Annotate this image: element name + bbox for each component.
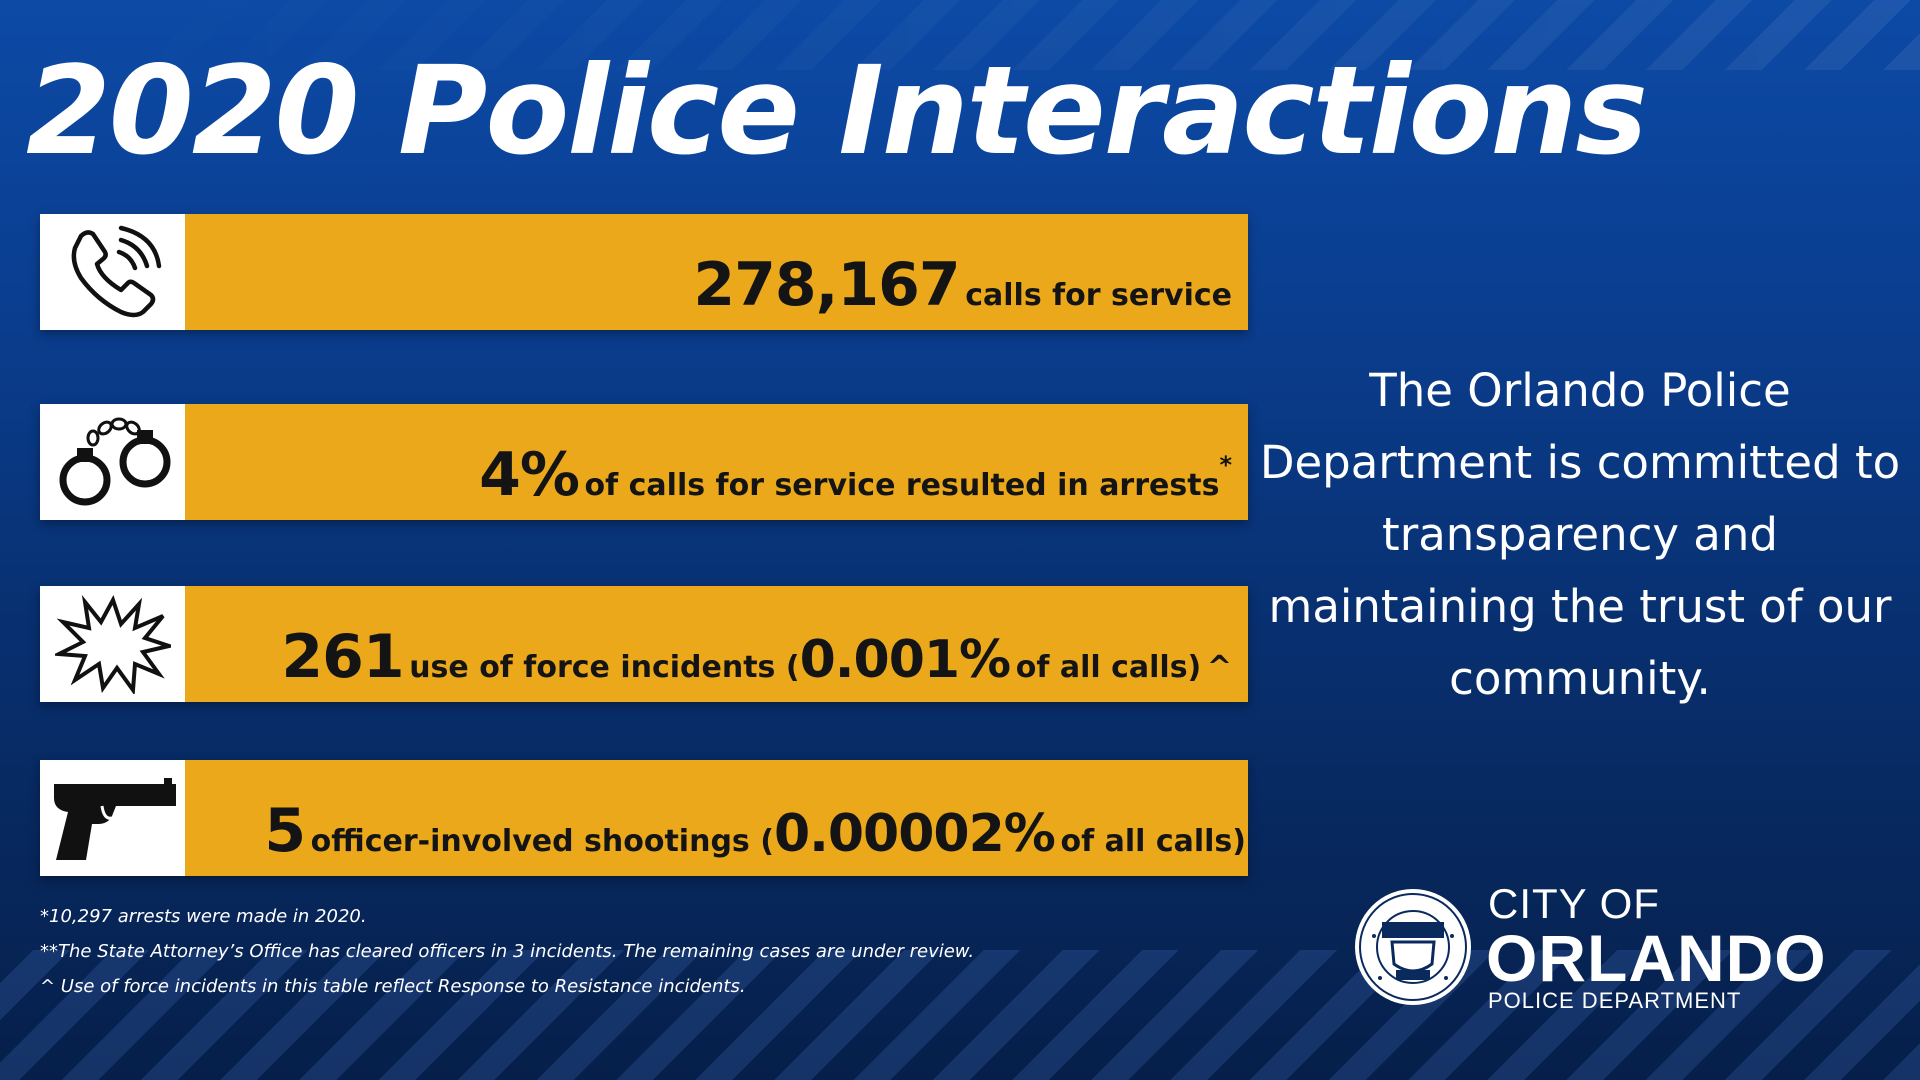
icon-box [40,586,185,702]
icon-box [40,760,185,876]
handcuffs-icon [59,417,170,506]
icon-box [40,404,185,520]
stat-bar-shootings: 5 officer-involved shootings (0.00002% o… [40,760,1248,876]
stat-text: 5 officer-involved shootings (0.00002% o… [264,796,1246,866]
handgun-icon [53,778,176,860]
stat-suffix: of all calls) [1060,824,1246,859]
icon-box [40,214,185,330]
stat-label: use of force incidents ( [409,650,800,685]
stat-value: 4% [479,440,580,510]
stat-percent: 0.00002% [773,804,1056,864]
stat-value: 261 [281,622,404,692]
phone-icon [71,225,161,318]
footnote-arrests: *10,297 arrests were made in 2020. [40,906,367,927]
page-title: 2020 Police Interactions [26,40,1648,182]
footnote-state-attorney: **The State Attorney’s Office has cleare… [40,941,975,962]
footnotes: *10,297 arrests were made in 2020. **The… [40,906,974,1011]
stat-text: 261 use of force incidents (0.001% of al… [281,622,1232,692]
stat-value: 5 [264,796,306,866]
logo-city-of: CITY OF [1488,880,1660,927]
footnote-mark: * [1219,451,1232,479]
stat-label: of calls for service resulted in arrests [584,468,1220,503]
stat-text: 278,167 calls for service [693,250,1232,320]
city-logo: CITY OF ORLANDO POLICE DEPARTMENT [1352,880,1912,1013]
logo-city-name: ORLANDO [1486,921,1827,995]
stat-bar-calls: 278,167 calls for service [40,214,1248,330]
bottom-stripes [0,950,1920,1080]
stat-bar-arrests: 4% of calls for service resulted in arre… [40,404,1248,520]
logo-department: POLICE DEPARTMENT [1488,988,1742,1013]
commitment-statement: The Orlando Police Department is committ… [1259,364,1901,705]
footnote-mark: ^ [1206,650,1232,685]
explosion-icon [54,594,171,694]
stat-bar-use-of-force: 261 use of force incidents (0.001% of al… [40,586,1248,702]
police-seal-icon [1355,889,1471,1005]
footnote-use-of-force: ^ Use of force incidents in this table r… [40,976,746,997]
stat-text: 4% of calls for service resulted in arre… [479,440,1232,510]
stat-percent: 0.001% [799,630,1012,690]
top-stripes [0,0,1920,70]
stat-value: 278,167 [693,250,960,320]
stat-label: officer-involved shootings ( [310,824,774,859]
stat-label: calls for service [965,278,1232,313]
stat-suffix: of all calls) [1015,650,1202,685]
